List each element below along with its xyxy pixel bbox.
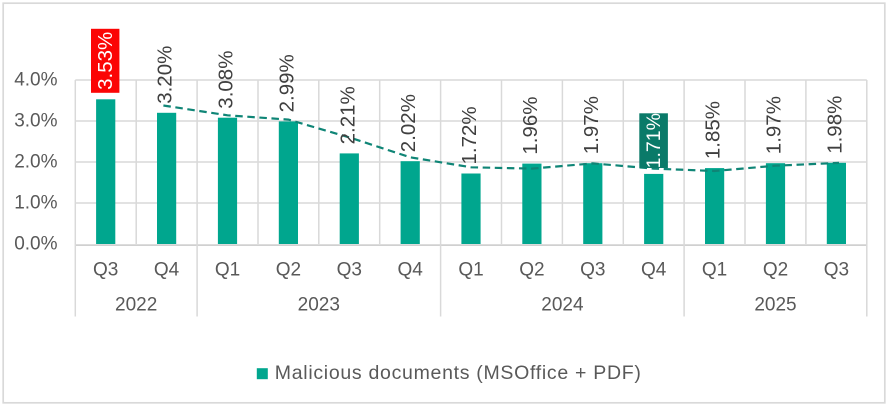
svg-text:3.0%: 3.0% [14,111,57,132]
svg-text:Q3: Q3 [580,259,605,280]
svg-text:2025: 2025 [754,294,796,315]
svg-text:1.0%: 1.0% [14,193,57,214]
svg-text:3.08%: 3.08% [215,51,238,109]
svg-text:2023: 2023 [298,294,340,315]
svg-text:1.98%: 1.98% [823,96,846,154]
svg-text:Q3: Q3 [93,259,118,280]
svg-text:Q4: Q4 [154,259,180,280]
svg-text:Q4: Q4 [398,259,424,280]
svg-text:2.99%: 2.99% [275,54,298,112]
svg-text:Q2: Q2 [519,259,544,280]
svg-text:Q1: Q1 [458,259,483,280]
svg-text:1.96%: 1.96% [519,96,542,154]
svg-text:2.21%: 2.21% [336,86,359,144]
svg-text:4.0%: 4.0% [14,70,57,91]
svg-text:Q1: Q1 [702,259,727,280]
svg-text:1.71%: 1.71% [643,113,665,168]
svg-text:1.97%: 1.97% [763,96,786,154]
svg-text:2022: 2022 [115,294,157,315]
svg-text:Q3: Q3 [337,259,362,280]
svg-text:1.72%: 1.72% [458,106,481,164]
svg-text:2.0%: 2.0% [14,152,57,173]
svg-text:Q2: Q2 [763,259,788,280]
svg-text:3.20%: 3.20% [154,46,177,104]
svg-text:Malicious documents (MSOffice: Malicious documents (MSOffice + PDF) [275,362,642,384]
svg-text:1.97%: 1.97% [580,96,603,154]
svg-text:Q4: Q4 [641,259,667,280]
svg-text:Q1: Q1 [215,259,240,280]
svg-text:2.02%: 2.02% [397,94,420,152]
svg-text:0.0%: 0.0% [14,234,57,255]
svg-text:Q3: Q3 [824,259,849,280]
svg-text:1.85%: 1.85% [702,101,725,159]
svg-text:Q2: Q2 [276,259,301,280]
svg-text:3.53%: 3.53% [94,32,117,90]
svg-text:2024: 2024 [541,294,584,315]
